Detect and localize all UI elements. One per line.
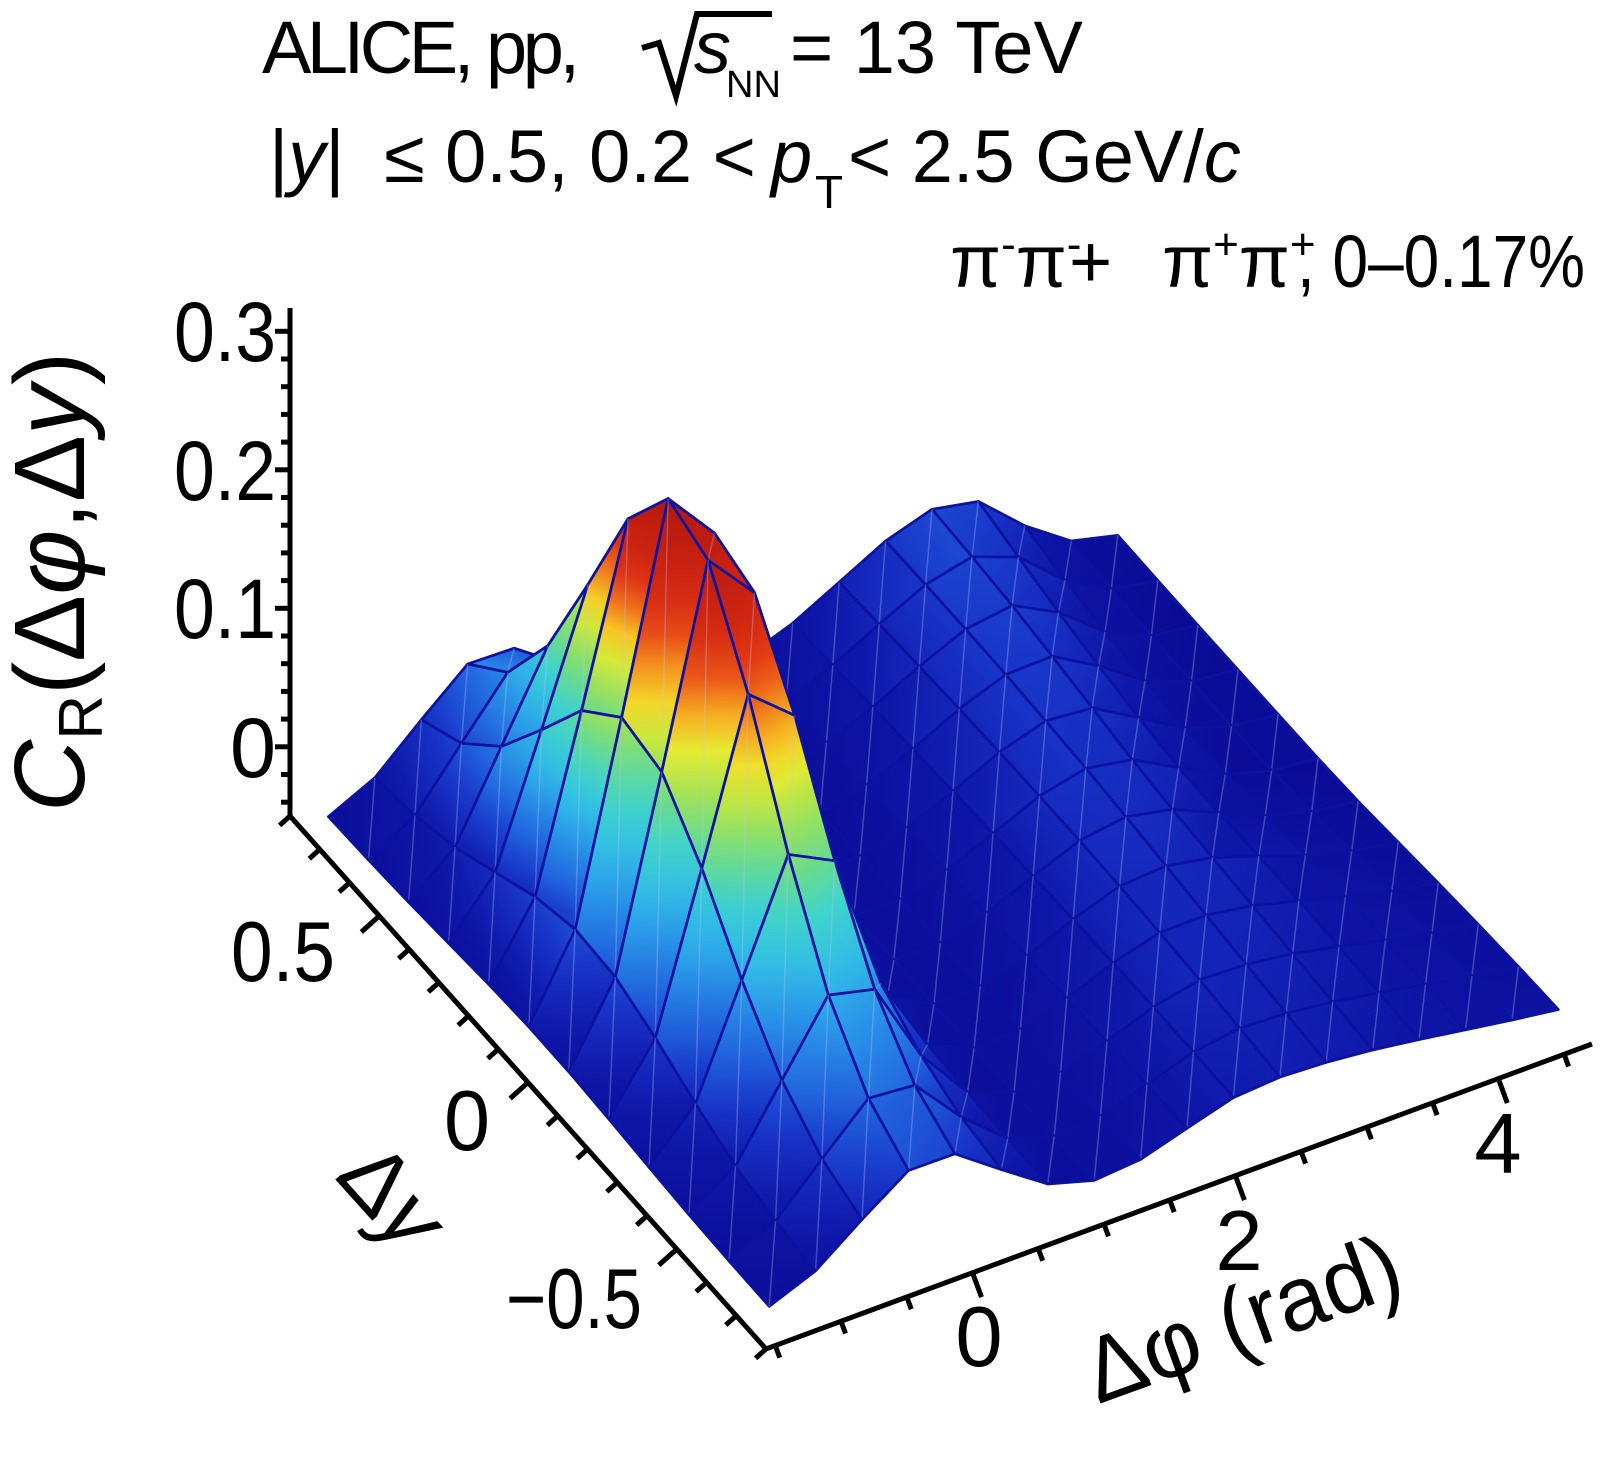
- svg-text:+: +: [1069, 220, 1112, 303]
- svg-text:CR(Δφ,Δy): CR(Δφ,Δy): [0, 352, 116, 812]
- svg-text:ALICE, pp,: ALICE, pp,: [262, 6, 580, 89]
- svg-text:s: s: [694, 6, 731, 89]
- svg-text:NN: NN: [726, 64, 781, 106]
- svg-text:|y|: |y|: [269, 115, 344, 198]
- svg-text:0.5: 0.5: [231, 905, 335, 1000]
- svg-text:0: 0: [230, 701, 276, 795]
- svg-text:4: 4: [1474, 1097, 1521, 1192]
- svg-text:T: T: [815, 166, 843, 218]
- svg-text:0: 0: [444, 1074, 490, 1169]
- svg-text:0.1: 0.1: [174, 562, 276, 656]
- svg-text:0.3: 0.3: [174, 285, 276, 379]
- svg-text:π-π-: π-π-: [950, 220, 1081, 303]
- svg-text:< 2.5 GeV/c: < 2.5 GeV/c: [848, 115, 1241, 198]
- svg-text:2: 2: [1215, 1194, 1262, 1289]
- svg-text:≤ 0.5, 0.2 <: ≤ 0.5, 0.2 <: [384, 115, 756, 198]
- svg-text:, 0–0.17%: , 0–0.17%: [1297, 220, 1585, 303]
- svg-text:−0.5: −0.5: [506, 1252, 642, 1347]
- svg-text:0.2: 0.2: [174, 424, 276, 518]
- svg-text:p: p: [769, 115, 812, 198]
- svg-text:= 13 TeV: = 13 TeV: [790, 6, 1083, 89]
- svg-text:0: 0: [955, 1290, 1002, 1385]
